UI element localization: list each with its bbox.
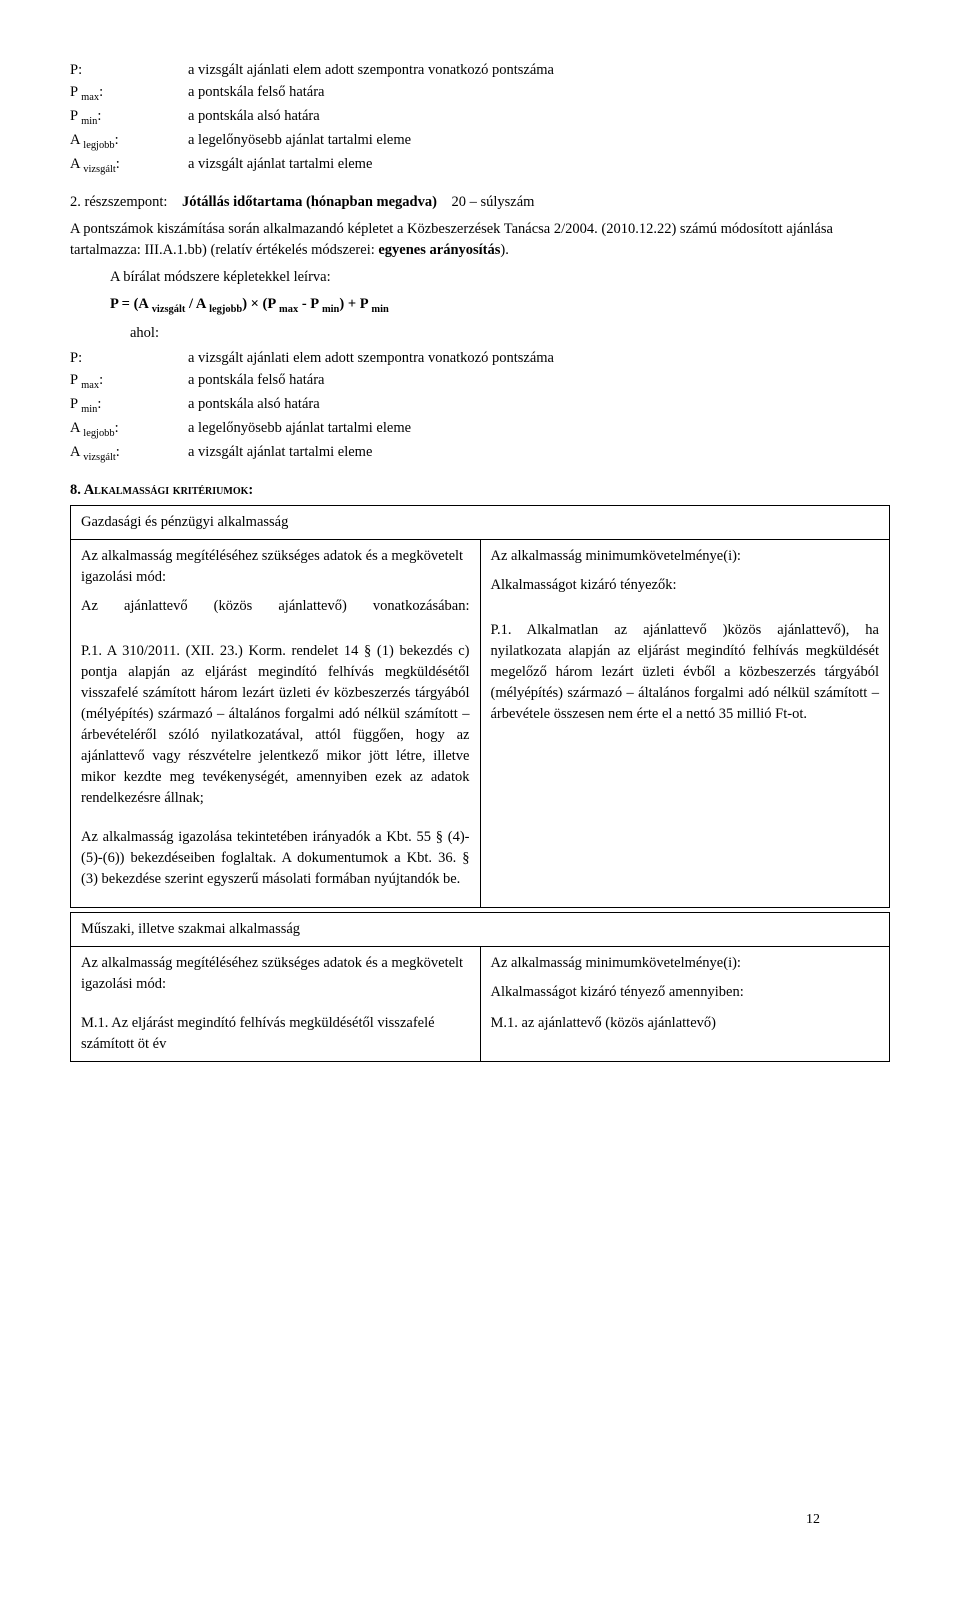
box1-right-p1: P.1. Alkalmatlan az ajánlattevő )közös a… [491,620,880,725]
box2-title-cell: Műszaki, illetve szakmai alkalmasság [71,912,890,946]
alkalmassag-table-muszaki: Műszaki, illetve szakmai alkalmasság Az … [70,912,890,1062]
def-label-Avizsgalt: A vizsgált: [70,154,188,178]
biralat-intro: A bírálat módszere képletekkel leírva: [110,267,890,288]
box1-left-cell: Az alkalmasság megítéléséhez szükséges a… [71,540,481,907]
def2-text-Pmin: a pontskála alsó határa [188,394,562,418]
definitions-table-2: P: a vizsgált ajánlati elem adott szempo… [70,348,562,466]
section-8-heading: 8. Alkalmassági kritériumok: [70,480,890,501]
page-number: 12 [806,1510,820,1530]
box2-right-heading: Az alkalmasság minimumkövetelménye(i): [491,953,880,974]
def2-text-P: a vizsgált ajánlati elem adott szempontr… [188,348,562,370]
box2-right-cell: Az alkalmasság minimumkövetelménye(i): A… [480,946,890,1061]
box1-right-sub: Alkalmasságot kizáró tényezők: [491,575,880,596]
def2-text-Avizsgalt: a vizsgált ajánlat tartalmi eleme [188,442,562,466]
def2-label-P: P: [70,348,188,370]
box2-left-cell: Az alkalmasság megítéléséhez szükséges a… [71,946,481,1061]
def-text-Avizsgalt: a vizsgált ajánlat tartalmi eleme [188,154,562,178]
box1-left-heading: Az alkalmasság megítéléséhez szükséges a… [81,546,470,588]
def-label-Pmin: P min: [70,106,188,130]
def2-text-Pmax: a pontskála felső határa [188,370,562,394]
def-label-Pmax: P max: [70,82,188,106]
box1-left-sub: Az ajánlattevő (közös ajánlattevő) vonat… [81,596,470,617]
box1-left-p2: Az alkalmasság igazolása tekintetében ir… [81,827,470,890]
box2-left-p1: M.1. Az eljárást megindító felhívás megk… [81,1013,470,1055]
box2-right-p1: M.1. az ajánlattevő (közös ajánlattevő) [491,1013,880,1034]
def-text-Alegjobb: a legelőnyösebb ajánlat tartalmi eleme [188,130,562,154]
box1-right-heading: Az alkalmasság minimumkövetelménye(i): [491,546,880,567]
def-label-P: P: [70,60,188,82]
reszszempont-line: 2. részszempont: Jótállás időtartama (hó… [70,192,890,213]
def-text-Pmax: a pontskála felső határa [188,82,562,106]
box2-right-sub: Alkalmasságot kizáró tényező amennyiben: [491,982,880,1003]
definitions-table-1: P: a vizsgált ajánlati elem adott szempo… [70,60,562,178]
alkalmassag-table-gazdasagi: Gazdasági és pénzügyi alkalmasság Az alk… [70,505,890,907]
def2-label-Avizsgalt: A vizsgált: [70,442,188,466]
box1-left-p1: P.1. A 310/2011. (XII. 23.) Korm. rendel… [81,641,470,809]
def2-label-Pmax: P max: [70,370,188,394]
def2-text-Alegjobb: a legelőnyösebb ajánlat tartalmi eleme [188,418,562,442]
def2-label-Pmin: P min: [70,394,188,418]
box2-left-heading: Az alkalmasság megítéléséhez szükséges a… [81,953,470,995]
box1-right-cell: Az alkalmasság minimumkövetelménye(i): A… [480,540,890,907]
box1-title-cell: Gazdasági és pénzügyi alkalmasság [71,506,890,540]
ahol-label: ahol: [130,323,890,344]
def-text-Pmin: a pontskála alsó határa [188,106,562,130]
scoring-paragraph: A pontszámok kiszámítása során alkalmaza… [70,219,890,261]
formula: P = (A vizsgált / A legjobb) × (P max - … [110,294,890,317]
def-label-Alegjobb: A legjobb: [70,130,188,154]
def-text-P: a vizsgált ajánlati elem adott szempontr… [188,60,562,82]
def2-label-Alegjobb: A legjobb: [70,418,188,442]
